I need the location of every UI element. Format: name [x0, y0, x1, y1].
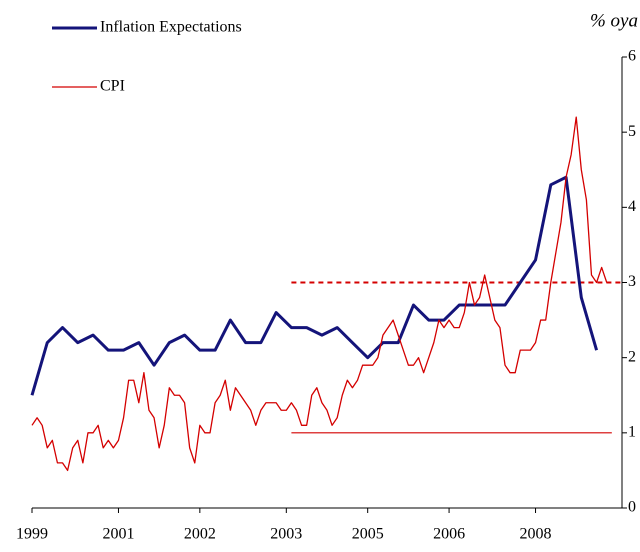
y-tick-label: 0: [628, 499, 636, 516]
legend-label: CPI: [100, 78, 125, 95]
y-tick-label: 3: [628, 273, 636, 290]
x-tick-label: 2003: [270, 526, 302, 543]
y-tick-label: 6: [628, 48, 636, 65]
x-tick-label: 2005: [352, 526, 384, 543]
x-tick-label: 2006: [433, 526, 465, 543]
x-tick-label: 2002: [184, 526, 216, 543]
y-tick-label: 1: [628, 424, 636, 441]
legend-label: Inflation Expectations: [100, 19, 242, 36]
x-tick-label: 2008: [520, 526, 552, 543]
y-tick-label: 2: [628, 348, 636, 365]
x-tick-label: 2001: [102, 526, 134, 543]
series-line: [31, 116, 608, 472]
y-axis-label: % oya: [590, 10, 638, 31]
y-tick-label: 4: [628, 198, 636, 215]
x-tick-label: 1999: [16, 526, 48, 543]
y-tick-label: 5: [628, 123, 636, 140]
series-line: [30, 175, 599, 396]
